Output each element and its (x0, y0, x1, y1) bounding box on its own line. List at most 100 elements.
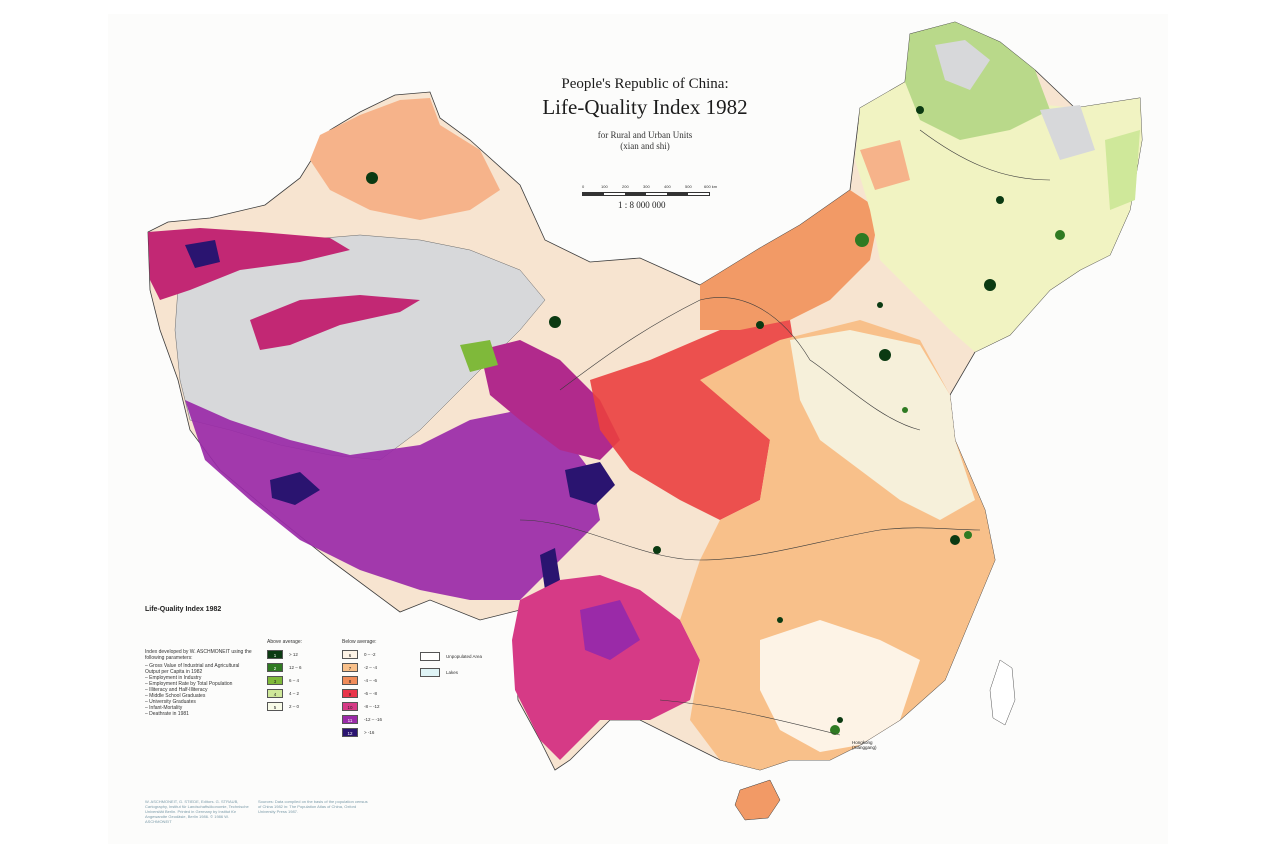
legend-parameter: – University Graduates (145, 699, 196, 705)
legend-class-range: > -16 (364, 729, 375, 735)
legend-class-row: 9 -6 – -8 (342, 688, 377, 698)
legend-parameter: – Middle School Graduates (145, 693, 206, 699)
legend-class-row: 8 -4 – -6 (342, 675, 377, 685)
legend-lakes-row: Lakes (420, 667, 458, 677)
scale-tick: 500 (685, 184, 692, 189)
urban-dark-green-spots (366, 106, 1004, 723)
legend-parameter: – Employment in Industry (145, 675, 202, 681)
legend-class-swatch: 1 (267, 649, 283, 659)
heilongjiang-grey-unpopulated (935, 40, 990, 90)
north-xinjiang-orange (310, 98, 500, 220)
legend-class-swatch: 9 (342, 688, 358, 698)
legend-class-range: -4 – -6 (364, 677, 378, 683)
yellow-river (559, 297, 921, 431)
legend-class-swatch: 4 (267, 688, 283, 698)
legend: Life-Quality Index 1982 Index developed … (145, 606, 505, 737)
northeast-orange-patch (860, 140, 910, 190)
legend-above-heading: Above average: (267, 639, 303, 645)
taiwan-outline (989, 659, 1016, 726)
legend-class-swatch: 7 (342, 662, 358, 672)
legend-unpopulated-row: Unpopulated Area (420, 651, 482, 661)
southwest-magenta-region (512, 575, 700, 760)
legend-class-range: > 12 (289, 651, 298, 657)
credits-text: W. ASCHMONEIT, G. STIEDE, Editors. G. ST… (145, 799, 249, 824)
tibet-purple-region (185, 400, 600, 600)
map-title-country: People's Republic of China: (561, 76, 729, 92)
scale-tick: 200 (622, 184, 629, 189)
scale-tick: 600 km (704, 184, 718, 189)
legend-class-range: -12 – -16 (364, 716, 383, 722)
hongkong-name: Hongkong (852, 740, 873, 745)
hainan-island (734, 779, 781, 821)
lakes-label: Lakes (446, 669, 459, 675)
urban-green-spots (830, 230, 1065, 735)
lakes-swatch (420, 667, 440, 677)
legend-title: Life-Quality Index 1982 (145, 606, 222, 613)
legend-class-swatch: 12 (342, 727, 358, 737)
unpopulated-label: Unpopulated Area (446, 653, 483, 659)
scale-ratio: 1 : 8 000 000 (618, 200, 666, 210)
map-title: Life-Quality Index 1982 (542, 95, 748, 119)
legend-class-swatch: 10 (342, 701, 358, 711)
inner-mongolia-orange (700, 190, 880, 330)
legend-class-row: 7 -2 – -4 (342, 662, 377, 672)
pearl-river (659, 699, 841, 736)
legend-intro: Index developed by W. ASCHMONEIT using t… (145, 649, 252, 661)
sources-text: Sources: Data compiled on the basis of t… (258, 799, 368, 814)
legend-class-range: 6 – 4 (289, 677, 300, 683)
dark-purple-patch-2 (565, 462, 615, 505)
scale-bar: 0 100 200 300 400 500 600 km 1 : 8 000 0… (582, 184, 722, 214)
south-light-region (760, 620, 920, 752)
legend-below-heading: Below average: (342, 639, 377, 645)
legend-parameter: – Gross Value of Industrial and Agricult… (145, 663, 240, 675)
legend-class-swatch: 3 (267, 675, 283, 685)
map-subtitle: for Rural and Urban Units (xian and shi) (520, 130, 770, 152)
gansu-purple-region (480, 340, 620, 460)
legend-class-row: 3 6 – 4 (267, 675, 299, 685)
unpopulated-swatch (420, 651, 440, 661)
legend-parameter: – Infant-Mortality (145, 705, 183, 711)
legend-class-swatch: 6 (342, 649, 358, 659)
map-subtitle-line1: for Rural and Urban Units (597, 130, 693, 140)
legend-class-range: -8 – -12 (364, 703, 380, 709)
legend-class-swatch: 5 (267, 701, 283, 711)
legend-class-swatch: 11 (342, 714, 358, 724)
legend-parameter: – Illiteracy and Half-Illiteracy (145, 687, 208, 693)
northeast-right-green (1105, 130, 1140, 210)
scale-tick: 0 (582, 184, 585, 189)
hongkong-label: Hongkong (Xianggang) (852, 740, 877, 750)
legend-class-range: 0 – -2 (364, 651, 376, 657)
legend-class-range: -6 – -8 (364, 690, 378, 696)
legend-parameter-list: – Gross Value of Industrial and Agricult… (145, 663, 255, 717)
legend-class-row: 10 -8 – -12 (342, 701, 380, 711)
scale-tick: 300 (643, 184, 650, 189)
legend-class-range: 2 – 0 (289, 703, 300, 709)
north-plain-light-region (790, 330, 975, 520)
legend-class-swatch: 2 (267, 662, 283, 672)
legend-parameter: – Employment Rate by Total Population (145, 681, 233, 687)
legend-class-range: 12 – 6 (289, 664, 302, 670)
legend-class-row: 1 > 12 (267, 649, 298, 659)
yangtze-river (519, 519, 981, 561)
legend-class-row: 2 12 – 6 (267, 662, 302, 672)
tarim-magenta-strip (250, 295, 420, 350)
legend-class-range: 4 – 2 (289, 690, 300, 696)
yunnan-purple-region (580, 600, 640, 660)
songhua-river (919, 129, 1051, 181)
map-title-block: People's Republic of China: Life-Quality… (520, 76, 770, 152)
legend-parameter: – Deathrate in 1981 (145, 711, 189, 717)
dark-purple-patch-1 (270, 472, 320, 505)
scale-ticks: 0 100 200 300 400 500 600 km (582, 184, 722, 192)
northeast-grey-patch (1040, 105, 1095, 160)
legend-class-row: 5 2 – 0 (267, 701, 299, 711)
scale-line (582, 192, 710, 196)
legend-class-row: 6 0 – -2 (342, 649, 376, 659)
legend-class-row: 11 -12 – -16 (342, 714, 382, 724)
legend-class-row: 12 > -16 (342, 727, 374, 737)
map-subtitle-line2: (xian and shi) (620, 141, 670, 151)
scale-tick: 100 (601, 184, 608, 189)
legend-class-swatch: 8 (342, 675, 358, 685)
legend-class-row: 4 4 – 2 (267, 688, 299, 698)
scale-tick: 400 (664, 184, 671, 189)
